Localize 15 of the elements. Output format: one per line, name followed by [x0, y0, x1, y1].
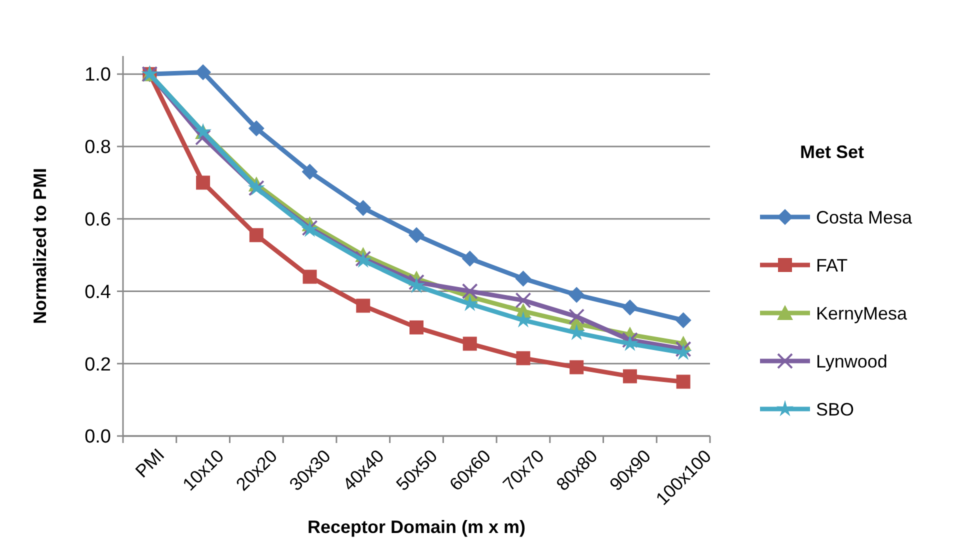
x-tick-label: PMI [132, 444, 168, 482]
legend-label: Lynwood [816, 351, 888, 372]
legend-label: KernyMesa [816, 303, 908, 324]
y-tick-label: 0.4 [84, 282, 112, 303]
y-tick-label: 0.6 [84, 210, 111, 231]
x-axis-title: Receptor Domain (m x m) [307, 517, 526, 537]
y-tick-label: 0.0 [84, 426, 111, 448]
y-tick-label: 0.2 [84, 354, 111, 376]
y-tick-label: 1.0 [84, 64, 111, 86]
y-tick-label: 0.8 [84, 137, 111, 158]
y-axis-title: Normalized to PMI [30, 168, 50, 324]
legend-label: SBO [816, 399, 854, 420]
legend-title: Met Set [800, 142, 864, 162]
legend-label: Costa Mesa [816, 207, 914, 228]
legend-label: FAT [816, 255, 848, 276]
